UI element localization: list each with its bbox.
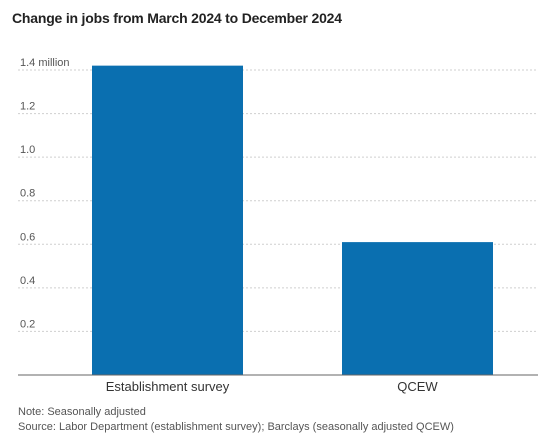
y-tick-label: 1.0 <box>20 144 35 156</box>
source-text: Source: Labor Department (establishment … <box>18 421 454 433</box>
y-tick-label: 0.2 <box>20 318 35 330</box>
bar-establishment-survey <box>92 65 243 376</box>
footnote: Note: Seasonally adjusted Source: Labor … <box>18 405 454 435</box>
y-tick-label: 1.4 million <box>20 57 70 69</box>
chart-title: Change in jobs from March 2024 to Decemb… <box>12 10 342 26</box>
bar-qcew <box>342 242 493 375</box>
bar-chart: 0.2 0.4 0.6 0.8 1.0 1.2 1.4 million Establishm… <box>18 57 538 394</box>
y-tick-label: 1.2 <box>20 101 35 113</box>
x-category-labels: Establishment survey QCEW <box>106 379 439 394</box>
y-tick-labels: 0.2 0.4 0.6 0.8 1.0 1.2 1.4 million <box>20 57 70 330</box>
bars <box>92 65 493 376</box>
y-tick-label: 0.8 <box>20 188 35 200</box>
note-text: Note: Seasonally adjusted <box>18 406 146 418</box>
x-category-label: Establishment survey <box>106 379 230 394</box>
y-tick-label: 0.4 <box>20 275 35 287</box>
x-category-label: QCEW <box>397 379 438 394</box>
y-tick-label: 0.6 <box>20 231 35 243</box>
